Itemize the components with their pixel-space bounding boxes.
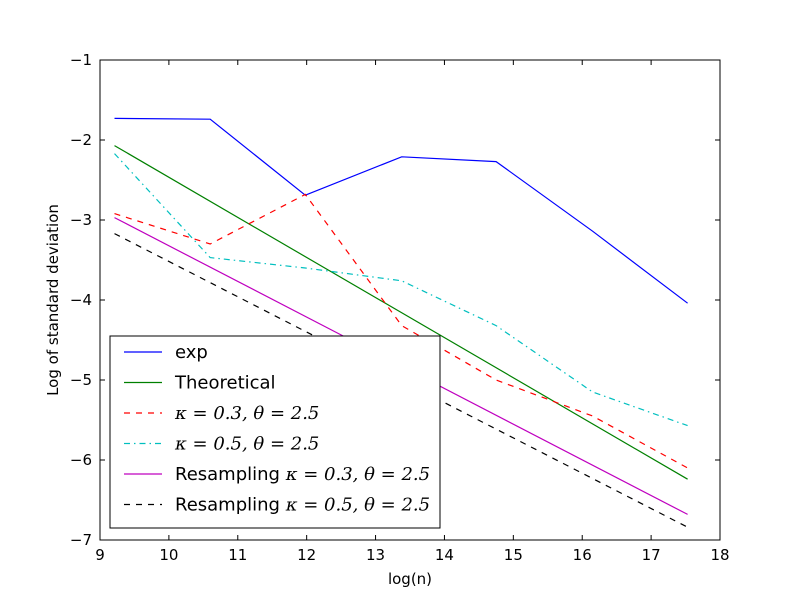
legend-label-3: κ = 0.5, θ = 2.5: [174, 434, 319, 455]
legend-label-math: κ = 0.5, θ = 2.5: [285, 495, 430, 516]
x-tick-label: 11: [228, 546, 247, 564]
legend-label-1: Theoretical: [174, 373, 276, 394]
x-tick-label: 9: [95, 546, 105, 564]
y-tick-label: −6: [70, 451, 92, 469]
x-tick-label: 12: [297, 546, 316, 564]
x-tick-label: 13: [366, 546, 385, 564]
x-tick-label: 17: [642, 546, 661, 564]
legend-label-text: exp: [175, 342, 208, 363]
legend-label-0: exp: [175, 342, 208, 363]
legend-label-5: Resampling κ = 0.5, θ = 2.5: [175, 495, 430, 516]
y-tick-label: −5: [70, 371, 92, 389]
legend-label-2: κ = 0.3, θ = 2.5: [174, 403, 319, 424]
y-tick-label: −2: [70, 131, 92, 149]
legend: exp Theoretical κ = 0.3, θ = 2.5 κ = 0.5, θ…: [110, 336, 440, 528]
line-chart: 9 10 11 12 13 14 15 16 17 18 −7 −6 −5 −4 −3 −2 −1 log(n)…: [0, 0, 800, 600]
y-tick-label: −3: [70, 211, 92, 229]
y-axis-label: Log of standard deviation: [44, 204, 62, 396]
legend-label-math: κ = 0.3, θ = 2.5: [285, 464, 430, 485]
legend-label-math: κ = 0.5, θ = 2.5: [174, 434, 319, 455]
legend-label-text: Resampling: [175, 495, 286, 516]
legend-label-4: Resampling κ = 0.3, θ = 2.5: [175, 464, 430, 485]
legend-label-math: κ = 0.3, θ = 2.5: [174, 403, 319, 424]
x-tick-label: 16: [573, 546, 592, 564]
x-tick-label: 18: [710, 546, 729, 564]
y-tick-label: −7: [70, 531, 92, 549]
x-tick-label: 14: [435, 546, 454, 564]
legend-label-text: Resampling: [175, 464, 286, 485]
y-tick-label: −1: [70, 51, 92, 69]
x-tick-label: 10: [159, 546, 178, 564]
y-tick-label: −4: [70, 291, 92, 309]
series-line-0: [115, 118, 688, 303]
legend-label-text: Theoretical: [174, 373, 276, 394]
x-axis-label: log(n): [388, 570, 432, 588]
x-tick-label: 15: [504, 546, 523, 564]
